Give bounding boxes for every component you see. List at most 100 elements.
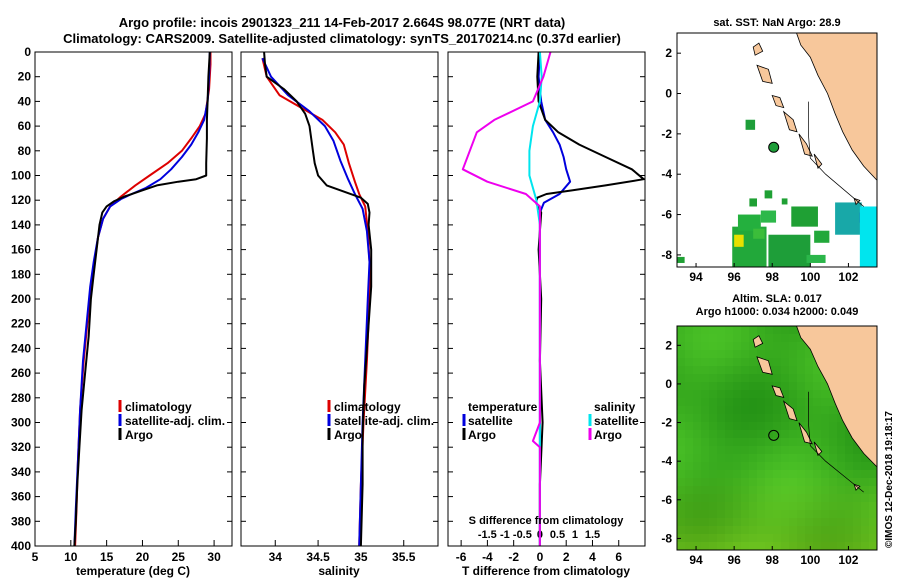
sla-cell bbox=[813, 510, 821, 518]
sla-cell bbox=[765, 438, 773, 446]
imos-credit: ©IMOS 12-Dec-2018 19:18:17 bbox=[884, 411, 895, 548]
map-x-tick-label: 98 bbox=[766, 270, 780, 284]
t-difference-xlabel: T difference from climatology bbox=[462, 564, 630, 578]
sla-cell bbox=[797, 406, 805, 414]
sla-cell bbox=[725, 438, 733, 446]
salinity-lines bbox=[261, 52, 373, 546]
sla-cell bbox=[733, 526, 741, 534]
sla-cell bbox=[677, 398, 685, 406]
sla-cell bbox=[701, 430, 709, 438]
sla-cell bbox=[805, 510, 813, 518]
sla-cell bbox=[677, 334, 685, 342]
sla-cell bbox=[781, 486, 789, 494]
sla-cell bbox=[781, 478, 789, 486]
sla-cell bbox=[797, 430, 805, 438]
depth-tick-label: 220 bbox=[11, 317, 31, 331]
s-diff-tick-label: 1 bbox=[572, 529, 578, 541]
sla-cell bbox=[685, 510, 693, 518]
sla-cell bbox=[821, 542, 829, 550]
sla-cell bbox=[733, 390, 741, 398]
sla-cell bbox=[821, 494, 829, 502]
sla-cell bbox=[797, 502, 805, 510]
sla-cell bbox=[701, 358, 709, 366]
sla-cell bbox=[757, 398, 765, 406]
sla-cell bbox=[709, 398, 717, 406]
sla-cell bbox=[837, 526, 845, 534]
sla-cell bbox=[685, 358, 693, 366]
sla-cell bbox=[757, 446, 765, 454]
map-x-tick-label: 94 bbox=[689, 270, 703, 284]
sla-cell bbox=[701, 486, 709, 494]
salinity-frame bbox=[240, 51, 439, 547]
sla-cell bbox=[685, 398, 693, 406]
sla-cell bbox=[717, 502, 725, 510]
sla-cell bbox=[821, 534, 829, 542]
sla-cell bbox=[685, 430, 693, 438]
sst-pixel bbox=[760, 210, 777, 223]
sla-cell bbox=[693, 406, 701, 414]
sla-cell bbox=[805, 502, 813, 510]
sla-cell bbox=[797, 342, 805, 350]
sla-cell bbox=[733, 350, 741, 358]
sla-cell bbox=[749, 454, 757, 462]
sla-cell bbox=[765, 526, 773, 534]
sla-cell bbox=[701, 534, 709, 542]
sla-cell bbox=[797, 494, 805, 502]
sla-cell bbox=[813, 462, 821, 470]
sla-cell bbox=[765, 422, 773, 430]
sla-cell bbox=[749, 534, 757, 542]
land-sumatra bbox=[796, 326, 877, 468]
depth-tick-label: 20 bbox=[18, 70, 32, 84]
sla-cell bbox=[805, 414, 813, 422]
sla-cell bbox=[797, 486, 805, 494]
sla-cell bbox=[821, 510, 829, 518]
sla-cell bbox=[805, 390, 813, 398]
sla-cell bbox=[829, 486, 837, 494]
sla-cell bbox=[717, 454, 725, 462]
sla-cell bbox=[693, 422, 701, 430]
sla-cell bbox=[869, 478, 877, 486]
sla-cell bbox=[805, 358, 813, 366]
sla-cell bbox=[677, 374, 685, 382]
sla-cell bbox=[773, 486, 781, 494]
sla-cell bbox=[805, 446, 813, 454]
sla-cell bbox=[701, 414, 709, 422]
sla-cell bbox=[685, 406, 693, 414]
sla-cell bbox=[853, 542, 861, 550]
sla-cell bbox=[773, 534, 781, 542]
sla-cell bbox=[853, 502, 861, 510]
sla-cell bbox=[781, 534, 789, 542]
sla-cell bbox=[765, 494, 773, 502]
sla-cell bbox=[693, 326, 701, 334]
sla-cell bbox=[741, 486, 749, 494]
x-tick-label: 34.5 bbox=[306, 550, 330, 564]
sla-cell bbox=[741, 382, 749, 390]
sla-cell bbox=[773, 446, 781, 454]
sla-cell bbox=[797, 366, 805, 374]
sla-cell bbox=[725, 542, 733, 550]
legend-satellite-label: satellite-adj. clim. bbox=[334, 414, 434, 428]
sla-cell bbox=[845, 462, 853, 470]
sla-cell bbox=[717, 398, 725, 406]
sla-cell bbox=[709, 494, 717, 502]
sla-cell bbox=[805, 382, 813, 390]
sla-map-panel: Altim. SLA: 0.017 Argo h1000: 0.034 h200… bbox=[661, 293, 878, 567]
sla-cell bbox=[725, 358, 733, 366]
legend-argo-label: Argo bbox=[125, 428, 153, 442]
sla-cell bbox=[869, 534, 877, 542]
temperature-axis: 5 10 15 20 25 30 bbox=[32, 51, 232, 564]
sst-pixel bbox=[734, 234, 744, 247]
sla-cell bbox=[757, 350, 765, 358]
sla-cell bbox=[789, 334, 797, 342]
sla-cell bbox=[821, 438, 829, 446]
sla-cell bbox=[837, 502, 845, 510]
depth-tick-label: 180 bbox=[11, 267, 31, 281]
sla-cell bbox=[781, 366, 789, 374]
sla-cell bbox=[701, 422, 709, 430]
sla-cell bbox=[757, 438, 765, 446]
sla-cell bbox=[693, 438, 701, 446]
sla-cell bbox=[741, 494, 749, 502]
sla-cell bbox=[749, 502, 757, 510]
sla-cell bbox=[773, 414, 781, 422]
sla-cell bbox=[693, 446, 701, 454]
